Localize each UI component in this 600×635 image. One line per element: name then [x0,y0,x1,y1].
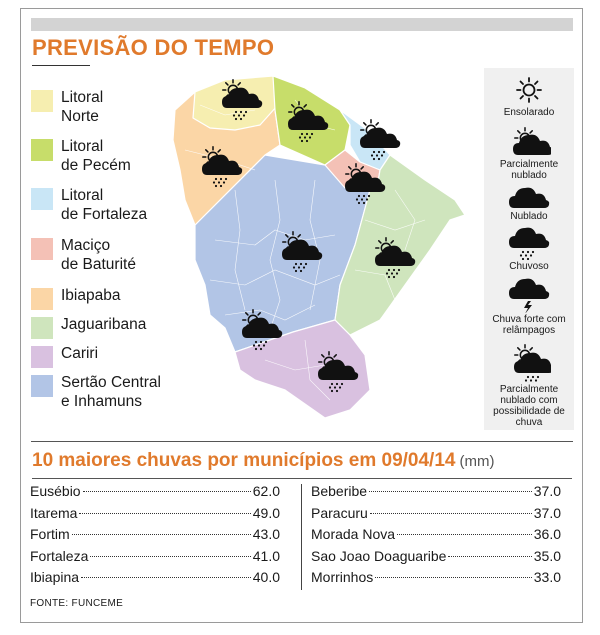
list-item: Sao Joao Doaguaribe 35.0 [311,547,561,564]
rain-cloud-icon [509,227,550,260]
key-item-rainy: Chuvoso [484,226,574,272]
list-item: Eusébio 62.0 [30,483,280,499]
legend-swatch [31,288,53,310]
section-divider [31,441,573,442]
column-separator [301,484,302,590]
list-item: Morada Nova 36.0 [311,526,561,542]
rainfall-title-rule [32,478,572,479]
key-item-partly-cloudy-rain: Parcialmente nublado com possibilidade d… [484,343,574,428]
key-label: Parcialmente nublado com possibilidade d… [493,384,565,428]
legend-item-litoral-fortaleza: Litoral de Fortaleza [31,186,147,224]
legend-item-jaguaribana: Jaguaribana [31,315,146,339]
list-item: Beberibe 37.0 [311,483,561,499]
legend-swatch [31,139,53,161]
source-credit: FONTE: FUNCEME [30,598,124,609]
key-label: Ensolarado [503,107,555,118]
key-label: Parcialmente nublado [499,159,559,181]
weather-key-panel: Ensolarado Parcialmente nublado Nublado … [484,68,574,430]
legend-item-ibiapaba: Ibiapaba [31,286,120,310]
key-label: Chuvoso [509,261,549,272]
legend-item-litoral-pecem: Litoral de Pecém [31,137,131,175]
key-item-thunderstorm: Chuva forte com relâmpagos [484,277,574,336]
legend-label: Cariri [61,345,99,362]
legend-swatch [31,238,53,260]
sun-icon [516,77,542,103]
legend-label: Sertão Central e Inhamuns [61,374,161,410]
ceara-region-map [172,75,466,419]
list-item: Itarema 49.0 [30,504,280,521]
rainfall-list-left: Eusébio 62.0 Itarema 49.0 Fortim 43.0 Forta… [30,481,280,589]
legend-swatch [31,90,53,112]
list-item: Ibiapina 40.0 [30,569,280,585]
legend-label: Ibiapaba [61,287,121,304]
legend-label: Litoral de Fortaleza [61,187,148,223]
partly-cloudy-icon [513,127,551,155]
list-item: Morrinhos 33.0 [311,569,561,585]
legend-label: Maciço de Baturité [61,237,136,273]
legend-label: Jaguaribana [61,316,147,333]
title-underline [32,65,90,66]
legend-item-sertao-central: Sertão Central e Inhamuns [31,373,161,411]
legend-swatch [31,375,53,397]
thunderstorm-icon [509,278,550,313]
legend-swatch [31,346,53,368]
legend-swatch [31,317,53,339]
key-label: Chuva forte com relâmpagos [492,314,566,336]
rainfall-title: 10 maiores chuvas por municípios em 09/0… [32,450,495,471]
legend-item-cariri: Cariri [31,344,98,368]
key-label: Nublado [510,211,548,222]
page-title: PREVISÃO DO TEMPO [32,35,275,60]
infographic-frame [20,8,583,623]
list-item: Paracuru 37.0 [311,504,561,521]
legend-label: Litoral de Pecém [61,138,131,174]
list-item: Fortaleza 41.0 [30,547,280,564]
key-item-cloudy: Nublado [484,186,574,222]
key-item-sunny: Ensolarado [484,74,574,118]
legend-item-litoral-norte: Litoral Norte [31,88,103,126]
rainfall-list-right: Beberibe 37.0 Paracuru 37.0 Morada Nova 36.… [311,481,561,589]
cloud-icon [509,187,550,208]
legend-swatch [31,188,53,210]
key-item-partly-cloudy: Parcialmente nublado [484,126,574,181]
list-item: Fortim 43.0 [30,526,280,542]
legend-label: Litoral Norte [61,89,104,125]
partly-cloudy-rain-icon [507,343,551,383]
rainfall-unit: (mm) [459,453,495,470]
top-bar [31,18,573,31]
legend-item-macico-baturite: Maciço de Baturité [31,236,136,274]
